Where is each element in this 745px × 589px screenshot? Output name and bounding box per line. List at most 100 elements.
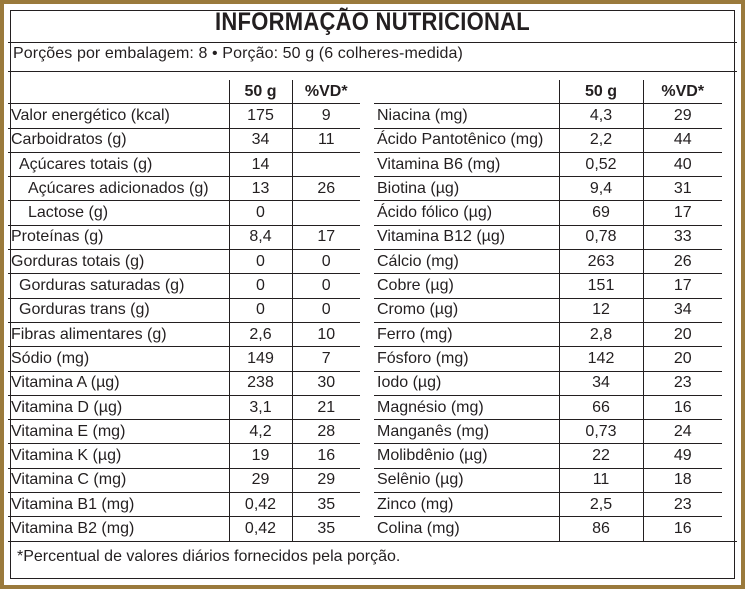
nutrient-dv: 7 bbox=[291, 346, 360, 372]
nutrient-name: Carboidratos (g) bbox=[8, 128, 229, 153]
nutrient-name: Vitamina C (mg) bbox=[8, 468, 229, 494]
nutrient-dv: 30 bbox=[291, 371, 360, 396]
nutrient-dv: 44 bbox=[642, 128, 722, 153]
nutrient-name: Vitamina A (µg) bbox=[8, 371, 229, 396]
nutrient-amount: 175 bbox=[228, 103, 292, 129]
nutrient-dv: 11 bbox=[291, 128, 360, 153]
table-row: Iodo (µg) 34 23 bbox=[374, 371, 722, 396]
nutrient-name: Gorduras saturadas (g) bbox=[8, 273, 229, 299]
nutrient-dv: 29 bbox=[291, 468, 360, 494]
nutrient-amount: 142 bbox=[558, 346, 643, 372]
nutrient-dv: 21 bbox=[291, 395, 360, 421]
nutrient-name: Cobre (µg) bbox=[374, 273, 559, 299]
nutrient-amount: 14 bbox=[228, 152, 292, 178]
nutrient-dv: 40 bbox=[642, 152, 722, 178]
header-blank bbox=[8, 80, 229, 105]
nutrient-dv: 0 bbox=[291, 249, 360, 275]
nutrient-dv: 34 bbox=[642, 298, 722, 323]
table-row: Gorduras saturadas (g) 0 0 bbox=[8, 273, 360, 299]
nutrient-amount: 0 bbox=[228, 273, 292, 299]
nutrient-amount: 3,1 bbox=[228, 395, 292, 421]
table-row: Vitamina B6 (mg) 0,52 40 bbox=[374, 152, 722, 178]
table-row: Vitamina B2 (mg) 0,42 35 bbox=[8, 516, 360, 542]
table-row: Ácido Pantotênico (mg) 2,2 44 bbox=[374, 128, 722, 153]
nutrient-name: Biotina (µg) bbox=[374, 176, 559, 202]
table-row: Lactose (g) 0 bbox=[8, 200, 360, 226]
nutrient-amount: 151 bbox=[558, 273, 643, 299]
nutrient-name: Ácido fólico (µg) bbox=[374, 200, 559, 226]
nutrient-amount: 2,2 bbox=[558, 128, 643, 153]
nutrient-dv: 35 bbox=[291, 516, 360, 542]
table-row: Açúcares totais (g) 14 bbox=[8, 152, 360, 178]
nutrient-amount: 2,8 bbox=[558, 322, 643, 348]
footnote: *Percentual de valores diários fornecido… bbox=[17, 548, 401, 565]
nutrient-amount: 19 bbox=[228, 443, 292, 469]
nutrient-amount: 0,42 bbox=[228, 492, 292, 518]
nutrient-name: Gorduras trans (g) bbox=[8, 298, 229, 323]
nutrient-dv: 29 bbox=[642, 103, 722, 129]
table-row: Sódio (mg) 149 7 bbox=[8, 346, 360, 372]
nutrient-name: Cromo (µg) bbox=[374, 298, 559, 323]
nutrient-amount: 0,78 bbox=[558, 225, 643, 251]
header-amount: 50 g bbox=[558, 80, 643, 105]
header-dv: %VD* bbox=[642, 80, 722, 105]
nutrient-amount: 9,4 bbox=[558, 176, 643, 202]
nutrient-amount: 149 bbox=[228, 346, 292, 372]
nutrient-amount: 69 bbox=[558, 200, 643, 226]
nutrient-name: Zinco (mg) bbox=[374, 492, 559, 518]
footnote-divider bbox=[8, 541, 737, 542]
nutrient-dv: 20 bbox=[642, 322, 722, 348]
nutrient-dv: 31 bbox=[642, 176, 722, 202]
nutrient-amount: 4,2 bbox=[228, 419, 292, 445]
table-row: Vitamina B1 (mg) 0,42 35 bbox=[8, 492, 360, 518]
nutrient-amount: 0 bbox=[228, 298, 292, 323]
nutrient-amount: 12 bbox=[558, 298, 643, 323]
nutrient-name: Vitamina B12 (µg) bbox=[374, 225, 559, 251]
table-row: Cálcio (mg) 263 26 bbox=[374, 249, 722, 275]
header-dv: %VD* bbox=[291, 80, 360, 105]
nutrient-dv: 23 bbox=[642, 492, 722, 518]
nutrient-amount: 13 bbox=[228, 176, 292, 202]
nutrient-table-right: 50 g %VD* Niacina (mg) 4,3 29 Ácido Pantotê… bbox=[374, 80, 722, 542]
nutrient-name: Ácido Pantotênico (mg) bbox=[374, 128, 559, 153]
nutrient-amount: 0,73 bbox=[558, 419, 643, 445]
nutrient-dv: 16 bbox=[642, 516, 722, 542]
header-amount: 50 g bbox=[228, 80, 292, 105]
title-divider bbox=[8, 42, 737, 43]
nutrient-dv: 9 bbox=[291, 103, 360, 129]
header-blank bbox=[374, 80, 559, 105]
nutrient-dv: 26 bbox=[642, 249, 722, 275]
table-row: Fibras alimentares (g) 2,6 10 bbox=[8, 322, 360, 348]
nutrient-amount: 0 bbox=[228, 249, 292, 275]
portion-info: Porções por embalagem: 8 • Porção: 50 g … bbox=[13, 45, 463, 62]
table-row: Selênio (µg) 11 18 bbox=[374, 468, 722, 494]
nutrient-amount: 2,5 bbox=[558, 492, 643, 518]
nutrient-dv: 26 bbox=[291, 176, 360, 202]
nutrient-amount: 66 bbox=[558, 395, 643, 421]
nutrient-name: Gorduras totais (g) bbox=[8, 249, 229, 275]
nutrient-amount: 29 bbox=[228, 468, 292, 494]
table-row: Magnésio (mg) 66 16 bbox=[374, 395, 722, 421]
table-header-row: 50 g %VD* bbox=[8, 80, 360, 105]
nutrient-name: Selênio (µg) bbox=[374, 468, 559, 494]
nutrient-amount: 238 bbox=[228, 371, 292, 396]
nutrient-dv: 10 bbox=[291, 322, 360, 348]
nutrient-amount: 2,6 bbox=[228, 322, 292, 348]
table-row: Vitamina K (µg) 19 16 bbox=[8, 443, 360, 469]
nutrient-dv: 17 bbox=[642, 200, 722, 226]
nutrient-amount: 4,3 bbox=[558, 103, 643, 129]
table-row: Ácido fólico (µg) 69 17 bbox=[374, 200, 722, 226]
nutrient-dv: 33 bbox=[642, 225, 722, 251]
table-row: Manganês (mg) 0,73 24 bbox=[374, 419, 722, 445]
nutrient-name: Sódio (mg) bbox=[8, 346, 229, 372]
nutrient-name: Vitamina B1 (mg) bbox=[8, 492, 229, 518]
nutrient-name: Açúcares totais (g) bbox=[8, 152, 229, 178]
nutrient-name: Vitamina K (µg) bbox=[8, 443, 229, 469]
nutrient-dv bbox=[291, 200, 360, 226]
nutrient-name: Niacina (mg) bbox=[374, 103, 559, 129]
nutrient-amount: 86 bbox=[558, 516, 643, 542]
table-row: Ferro (mg) 2,8 20 bbox=[374, 322, 722, 348]
table-row: Cobre (µg) 151 17 bbox=[374, 273, 722, 299]
table-row: Fósforo (mg) 142 20 bbox=[374, 346, 722, 372]
table-row: Carboidratos (g) 34 11 bbox=[8, 128, 360, 153]
